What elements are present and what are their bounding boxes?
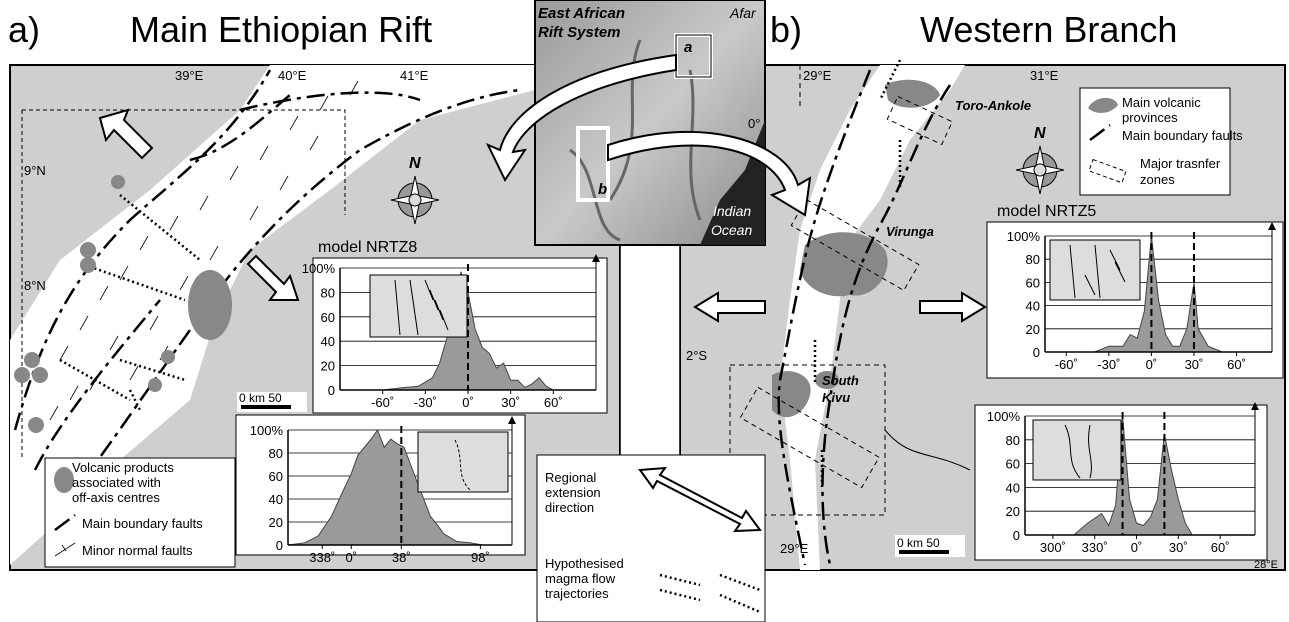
legend-text: Hypothesised	[545, 556, 624, 571]
inset-label: Indian	[713, 203, 751, 219]
legend-text: associated with	[72, 475, 161, 490]
y-tick-label: 80	[321, 285, 335, 300]
x-tick-label: 0˚	[462, 395, 474, 410]
legend-text: off-axis centres	[72, 490, 160, 505]
lat-label: 9°N	[24, 163, 46, 178]
legend-text: extension	[545, 485, 601, 500]
y-tick-label: 20	[269, 515, 283, 530]
legend-text: Main boundary faults	[82, 516, 203, 531]
scale-bar	[899, 550, 949, 554]
figure: model NRTZ8 0 20 40 60 80 100% -60˚ -30˚ 0˚ 30˚ 60˚…	[0, 0, 1289, 622]
lat-label: 2°S	[686, 348, 707, 363]
inset-box-label: b	[598, 181, 607, 198]
scale-label: 0 km 50	[897, 536, 940, 550]
legend-text: trajectories	[545, 586, 609, 601]
lon-label: 39°E	[175, 68, 204, 83]
lon-label: 31°E	[1030, 68, 1059, 83]
legend-text: Major trasnfer	[1140, 156, 1221, 171]
inset-title: East African	[538, 5, 625, 22]
x-tick-label: -60˚	[1055, 357, 1078, 372]
x-tick-label: 338˚	[309, 550, 335, 565]
lat-label: 8°N	[24, 278, 46, 293]
legend-swatch	[54, 467, 74, 493]
y-tick-label: 60	[1026, 275, 1040, 290]
x-tick-label: 300˚	[1040, 540, 1066, 555]
legend-text: magma flow	[545, 571, 616, 586]
y-tick-label: 40	[269, 492, 283, 507]
legend-text: zones	[1140, 172, 1175, 187]
legend-text: Regional	[545, 470, 596, 485]
y-tick-label: 60	[321, 310, 335, 325]
lon-label: 29°E	[803, 68, 832, 83]
lon-label: 29°E	[780, 541, 809, 556]
panel-title: Western Branch	[920, 9, 1177, 50]
y-tick-label: 0	[276, 538, 283, 553]
lon-label: 28°E	[1254, 559, 1278, 571]
scale-label: 0 km 50	[239, 391, 282, 405]
lon-label: 41°E	[400, 68, 429, 83]
lat-label: 0°	[748, 116, 760, 131]
x-tick-label: 30˚	[1169, 540, 1188, 555]
lon-label: 40°E	[278, 68, 307, 83]
place-label: South	[822, 373, 859, 388]
compass-label: N	[409, 155, 421, 172]
x-tick-label: 60˚	[544, 395, 563, 410]
legend-text: Main boundary faults	[1122, 128, 1243, 143]
scale-bar	[241, 405, 291, 409]
inset-label: Afar	[729, 5, 757, 21]
y-tick-label: 100%	[987, 409, 1021, 424]
legend-text: Main volcanic	[1122, 95, 1201, 110]
legend-text: Minor normal faults	[82, 543, 193, 558]
legend-text: direction	[545, 500, 594, 515]
x-tick-label: 30˚	[501, 395, 520, 410]
y-tick-label: 100%	[302, 261, 336, 276]
x-tick-label: -30˚	[1097, 357, 1120, 372]
y-tick-label: 100%	[1007, 229, 1041, 244]
x-tick-label: -60˚	[371, 395, 394, 410]
hist-title: model NRTZ8	[318, 239, 417, 256]
x-tick-label: 0˚	[345, 550, 357, 565]
x-tick-label: 98˚	[471, 550, 490, 565]
x-tick-label: 60˚	[1227, 357, 1246, 372]
compass-label: N	[1034, 125, 1046, 142]
panel-label: b)	[770, 9, 802, 50]
x-tick-label: 38˚	[392, 550, 411, 565]
y-tick-label: 80	[1026, 252, 1040, 267]
x-tick-label: 60˚	[1211, 540, 1230, 555]
y-tick-label: 40	[321, 334, 335, 349]
inset-box-label: a	[684, 39, 692, 56]
x-tick-label: 0˚	[1131, 540, 1143, 555]
panel-label: a)	[8, 9, 40, 50]
y-tick-label: 80	[269, 446, 283, 461]
y-tick-label: 0	[328, 383, 335, 398]
x-tick-label: 0˚	[1146, 357, 1158, 372]
x-tick-label: -30˚	[414, 395, 437, 410]
y-tick-label: 20	[1006, 504, 1020, 519]
y-tick-label: 0	[1013, 528, 1020, 543]
hist-title: model NRTZ5	[997, 203, 1096, 220]
x-tick-label: 330˚	[1082, 540, 1108, 555]
y-tick-label: 40	[1026, 299, 1040, 314]
strip	[620, 245, 680, 455]
y-tick-label: 20	[321, 359, 335, 374]
y-tick-label: 20	[1026, 322, 1040, 337]
y-tick-label: 80	[1006, 433, 1020, 448]
legend-text: provinces	[1122, 110, 1178, 125]
y-tick-label: 100%	[250, 423, 284, 438]
y-tick-label: 0	[1033, 345, 1040, 360]
place-label: Toro-Ankole	[955, 98, 1031, 113]
inset-title: Rift System	[538, 24, 621, 41]
inset-label: Ocean	[711, 222, 752, 238]
y-tick-label: 60	[269, 469, 283, 484]
y-tick-label: 40	[1006, 480, 1020, 495]
x-tick-label: 30˚	[1185, 357, 1204, 372]
y-tick-label: 60	[1006, 457, 1020, 472]
legend-text: Volcanic products	[72, 460, 174, 475]
place-label: Kivu	[822, 390, 850, 405]
panel-title: Main Ethiopian Rift	[130, 9, 432, 50]
place-label: Virunga	[886, 224, 934, 239]
